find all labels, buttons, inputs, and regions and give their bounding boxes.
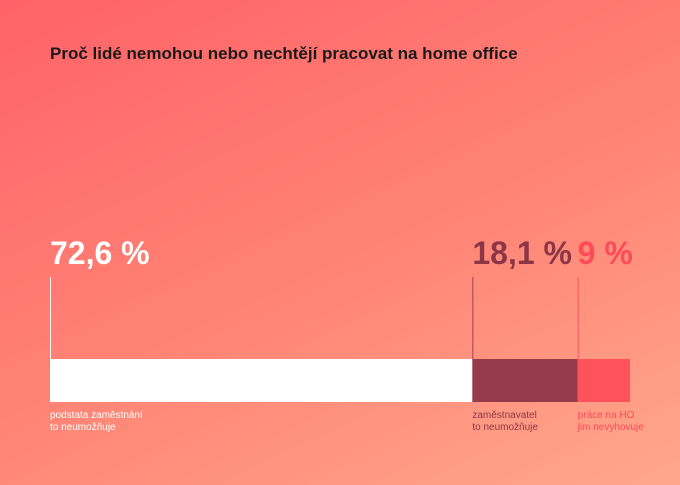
value-label-1: 72,6 % (50, 235, 150, 271)
bar-segment-3 (577, 359, 630, 402)
bar-segment-1 (50, 359, 473, 402)
value-label-2: 18,1 % (472, 235, 572, 271)
category-label-1-line-2: to neumožňuje (50, 422, 116, 433)
value-label-3: 9 % (578, 235, 633, 271)
category-label-2-line-2: to neumožňuje (472, 422, 538, 433)
bar-segment-2 (472, 359, 578, 402)
category-label-3-line-2: jim nevyhovuje (577, 422, 645, 433)
chart-title: Proč lidé nemohou nebo nechtějí pracovat… (50, 44, 518, 63)
category-label-3-line-1: práce na HO (578, 410, 635, 421)
category-label-2-line-1: zaměstnavatel (472, 410, 536, 421)
category-label-1-line-1: podstata zaměstnání (50, 410, 143, 421)
